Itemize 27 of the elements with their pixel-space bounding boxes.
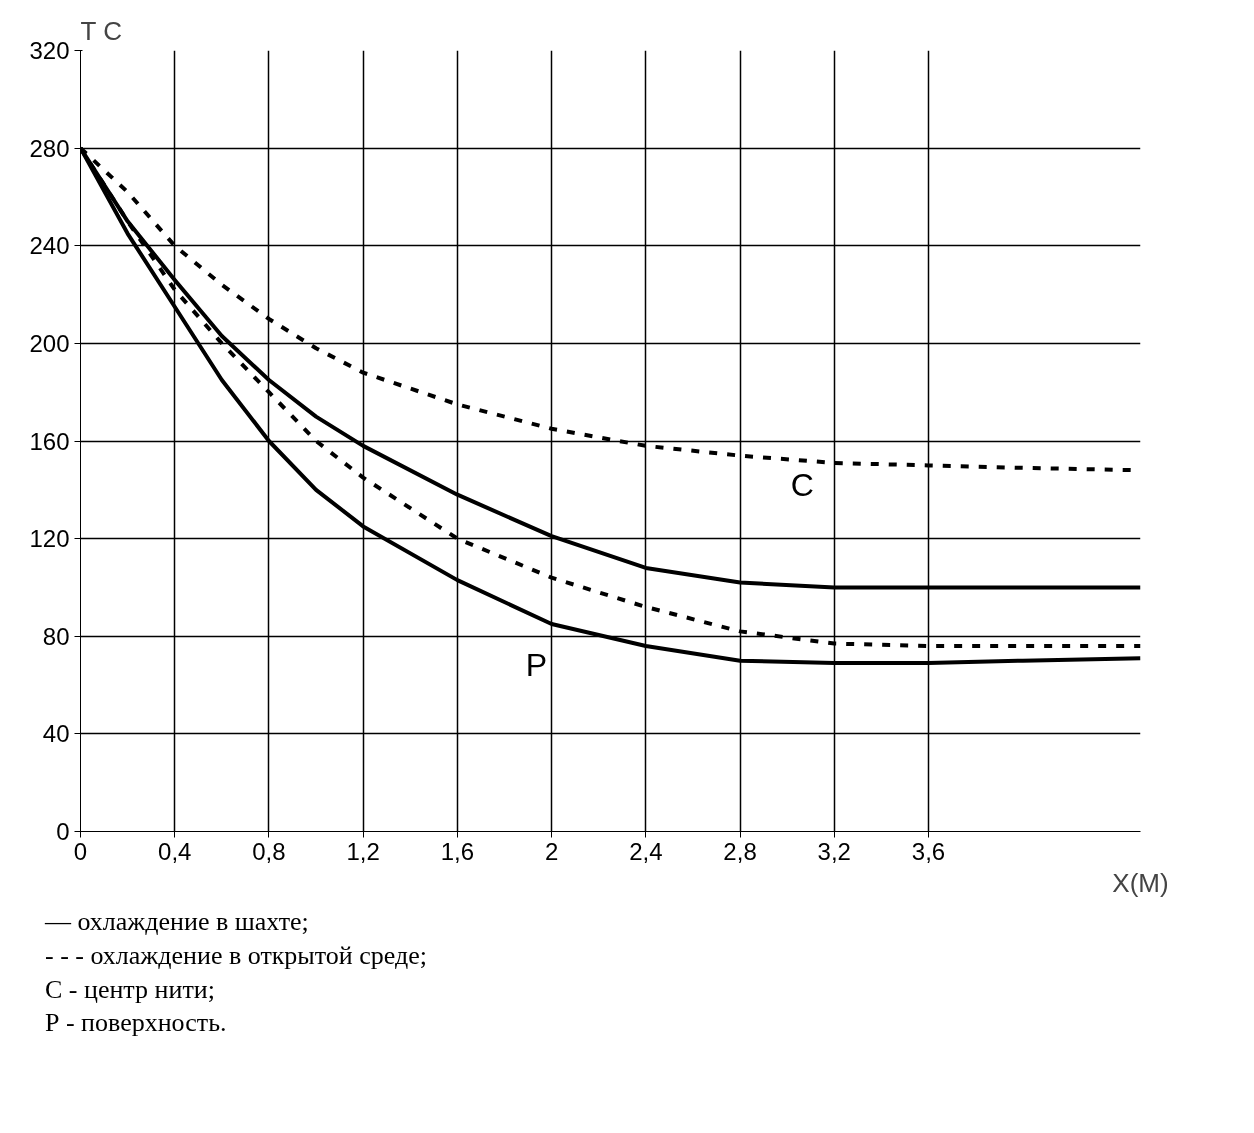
x-tick-label: 3,6 bbox=[911, 837, 946, 865]
y-tick-label: 280 bbox=[29, 134, 70, 162]
annotation: P bbox=[525, 647, 548, 684]
x-tick-label: 0,4 bbox=[158, 837, 192, 865]
x-axis-title: X(M) bbox=[1112, 867, 1169, 898]
x-tick-label: 2,4 bbox=[629, 837, 663, 865]
text: С - центр нити; bbox=[45, 974, 215, 1004]
text: - - - охлаждение в открытой среде; bbox=[45, 940, 428, 970]
y-axis-title: T C bbox=[80, 15, 122, 46]
y-tick-label: 0 bbox=[56, 818, 70, 845]
annotation: C bbox=[790, 467, 814, 504]
y-tick-label: 240 bbox=[29, 232, 70, 260]
x-tick-label: 0 bbox=[73, 837, 88, 865]
x-tick-label: 1,6 bbox=[440, 837, 475, 865]
x-tick-label: 2 bbox=[544, 837, 559, 865]
x-tick-label: 0,8 bbox=[252, 837, 286, 865]
text: — охлаждение в шахте; bbox=[45, 907, 309, 936]
y-tick-label: 320 bbox=[29, 37, 70, 64]
y-tick-label: 120 bbox=[29, 525, 70, 553]
x-tick-label: 2,8 bbox=[723, 837, 757, 865]
text: Р - поверхность. bbox=[45, 1008, 227, 1038]
x-tick-label: 1,2 bbox=[346, 837, 380, 865]
y-tick-label: 40 bbox=[42, 720, 70, 748]
y-tick-label: 160 bbox=[29, 427, 70, 455]
y-tick-label: 200 bbox=[29, 329, 70, 357]
x-tick-label: 3,2 bbox=[817, 837, 851, 865]
y-tick-label: 80 bbox=[42, 622, 70, 650]
